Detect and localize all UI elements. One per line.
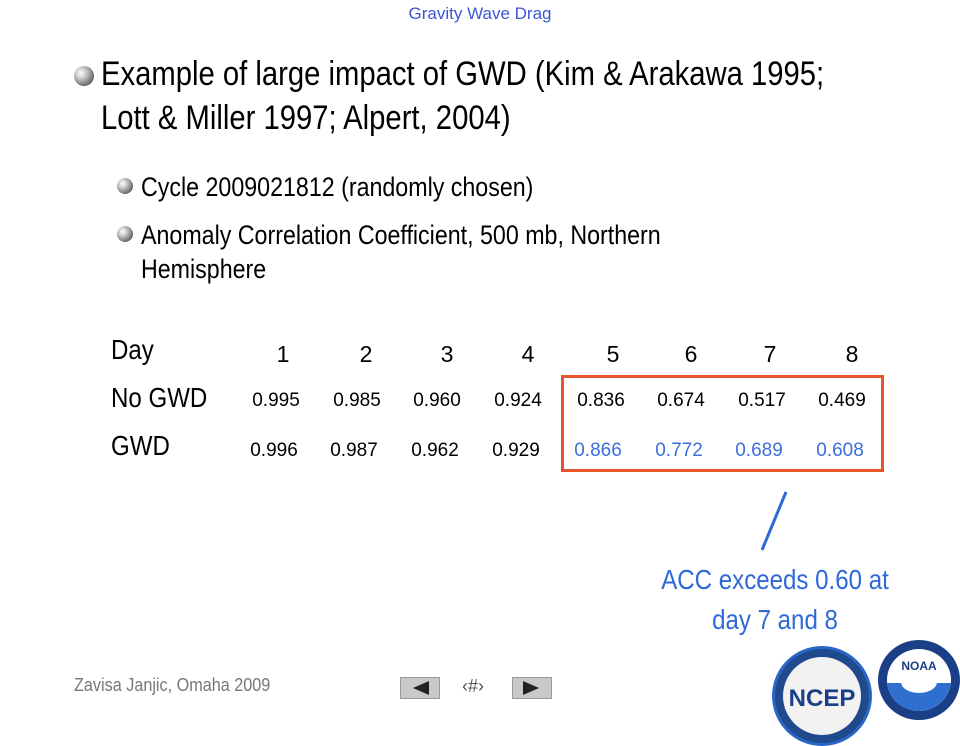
annotation-line-2: day 7 and 8 (712, 604, 838, 635)
gwd-cell-highlighted: 0.772 (655, 440, 703, 461)
no-gwd-row-label: No GWD (111, 382, 208, 413)
bullet-icon (117, 226, 133, 242)
gwd-cell-highlighted: 0.866 (574, 440, 622, 461)
acc-annotation: ACC exceeds 0.60 at day 7 and 8 (630, 560, 920, 640)
bullet-icon (117, 178, 133, 194)
day-cell: 8 (845, 341, 859, 367)
prev-slide-button[interactable] (400, 677, 440, 699)
day-cell: 5 (606, 341, 620, 367)
day-cell: 1 (276, 341, 290, 367)
gwd-cell: 0.987 (330, 440, 378, 461)
sub-bullet-cycle: Cycle 2009021812 (randomly chosen) (141, 172, 534, 202)
next-slide-button[interactable] (512, 677, 552, 699)
highlight-box (561, 375, 884, 472)
bullet-icon (74, 66, 94, 86)
day-cell: 6 (684, 341, 698, 367)
annotation-line-1: ACC exceeds 0.60 at (661, 564, 889, 595)
day-row-label: Day (111, 334, 154, 365)
no-gwd-cell: 0.517 (738, 390, 786, 411)
main-bullet-line-2: Lott & Miller 1997; Alpert, 2004) (101, 99, 511, 137)
no-gwd-cell: 0.836 (577, 390, 625, 411)
ncep-logo: NCEP (772, 646, 872, 746)
main-bullet-line-1: Example of large impact of GWD (Kim & Ar… (101, 55, 825, 93)
triangle-right-icon (523, 681, 539, 695)
gwd-row-label: GWD (111, 430, 170, 461)
gwd-cell: 0.996 (250, 440, 298, 461)
footer-author: Zavisa Janjic, Omaha 2009 (74, 675, 271, 695)
no-gwd-cell: 0.985 (333, 390, 381, 411)
ncep-logo-text: NCEP (788, 685, 856, 712)
gwd-cell: 0.929 (492, 440, 540, 461)
noaa-logo: NOAA (878, 640, 960, 720)
day-cell: 7 (763, 341, 777, 367)
no-gwd-cell: 0.469 (818, 390, 866, 411)
sub-bullet-acc-line-1: Anomaly Correlation Coefficient, 500 mb,… (141, 220, 661, 250)
gwd-cell: 0.962 (411, 440, 459, 461)
slide-header: Gravity Wave Drag (408, 4, 552, 23)
day-cell: 3 (440, 341, 454, 367)
triangle-left-icon (413, 681, 429, 695)
day-cell: 2 (359, 341, 373, 367)
day-cell: 4 (521, 341, 535, 367)
annotation-arrow-icon (760, 491, 788, 551)
no-gwd-cell: 0.924 (494, 390, 542, 411)
no-gwd-cell: 0.995 (252, 390, 300, 411)
gwd-cell-highlighted: 0.608 (816, 440, 864, 461)
no-gwd-cell: 0.960 (413, 390, 461, 411)
page-number: ‹#› (462, 676, 484, 696)
noaa-logo-text: NOAA (901, 659, 937, 673)
gwd-cell-highlighted: 0.689 (735, 440, 783, 461)
no-gwd-cell: 0.674 (657, 390, 705, 411)
sub-bullet-acc-line-2: Hemisphere (141, 254, 267, 284)
